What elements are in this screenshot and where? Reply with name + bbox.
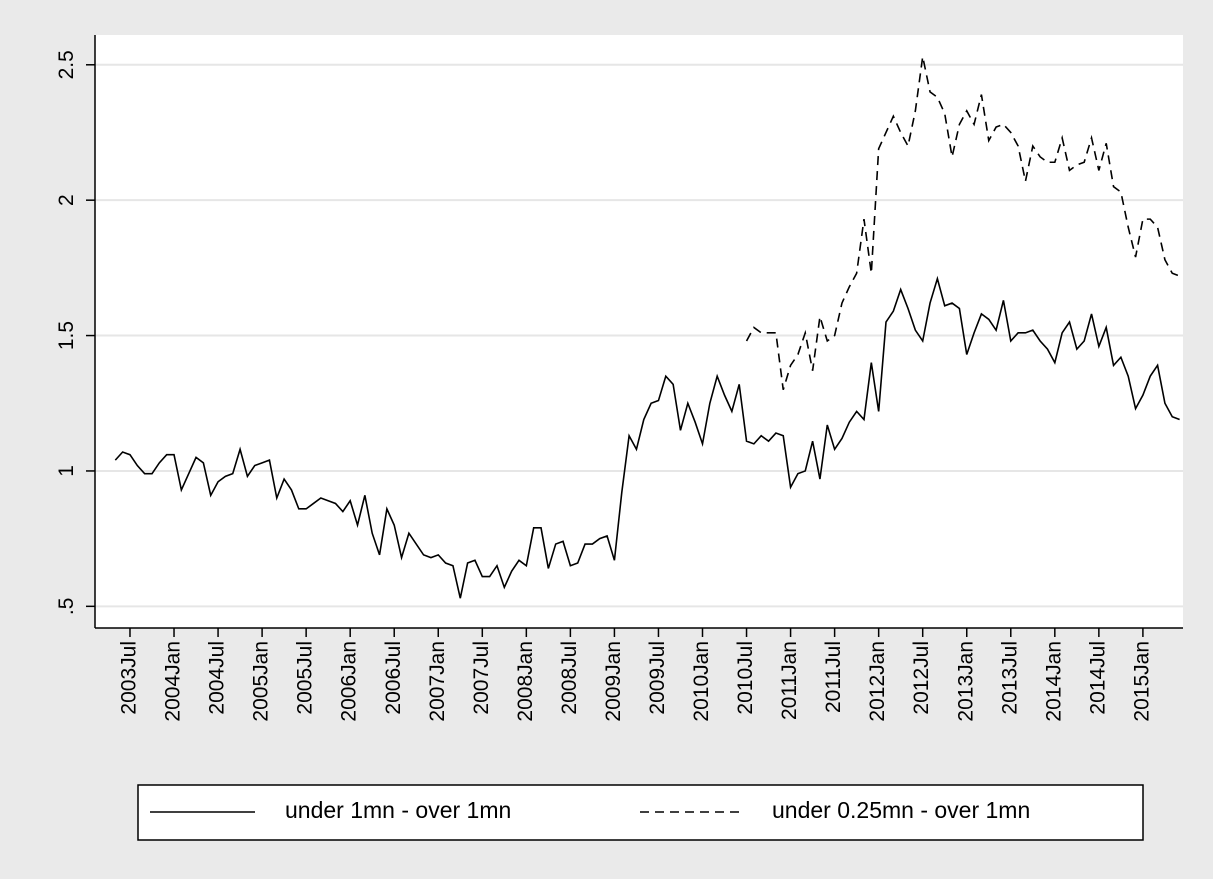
x-tick-label: 2013Jul	[998, 641, 1021, 715]
y-tick-label: 1	[55, 465, 78, 477]
y-tick-label: 2	[55, 194, 78, 206]
y-tick-label: 1.5	[55, 321, 78, 350]
x-tick-label: 2008Jul	[558, 641, 581, 715]
x-tick-label: 2010Jul	[734, 641, 757, 715]
x-tick-label: 2006Jan	[338, 641, 361, 722]
x-tick-label: 2014Jul	[1086, 641, 1109, 715]
x-tick-label: 2009Jul	[646, 641, 669, 715]
legend-label: under 0.25mn - over 1mn	[772, 797, 1030, 823]
x-tick-label: 2008Jan	[514, 641, 537, 722]
x-tick-label: 2006Jul	[382, 641, 405, 715]
x-tick-label: 2009Jan	[602, 641, 625, 722]
x-tick-label: 2015Jan	[1130, 641, 1153, 722]
y-tick-label: 2.5	[55, 50, 78, 79]
x-tick-label: 2010Jan	[690, 641, 713, 722]
x-tick-label: 2005Jul	[294, 641, 317, 715]
x-tick-label: 2013Jan	[954, 641, 977, 722]
x-tick-label: 2004Jul	[206, 641, 229, 715]
x-tick-label: 2011Jan	[778, 641, 801, 720]
x-tick-label: 2012Jan	[866, 641, 889, 722]
x-tick-label: 2004Jan	[162, 641, 185, 722]
x-tick-label: 2011Jul	[822, 641, 845, 713]
x-tick-label: 2007Jan	[426, 641, 449, 722]
y-tick-label: .5	[55, 598, 78, 616]
x-tick-label: 2005Jan	[250, 641, 273, 722]
x-tick-label: 2007Jul	[470, 641, 493, 715]
x-tick-label: 2014Jan	[1042, 641, 1065, 722]
series-line	[114, 275, 1180, 599]
plot-area	[95, 35, 1183, 628]
series-line	[745, 56, 1180, 390]
x-tick-label: 2012Jul	[910, 641, 933, 715]
legend-label: under 1mn - over 1mn	[285, 797, 511, 823]
x-tick-label: 2003Jul	[118, 641, 141, 715]
